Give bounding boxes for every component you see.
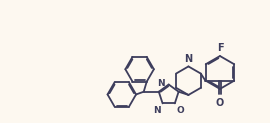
Text: O: O [177,106,184,115]
Text: N: N [184,54,193,64]
Text: N: N [157,79,165,88]
Text: F: F [217,43,224,53]
Text: N: N [153,106,160,115]
Text: O: O [215,98,223,108]
